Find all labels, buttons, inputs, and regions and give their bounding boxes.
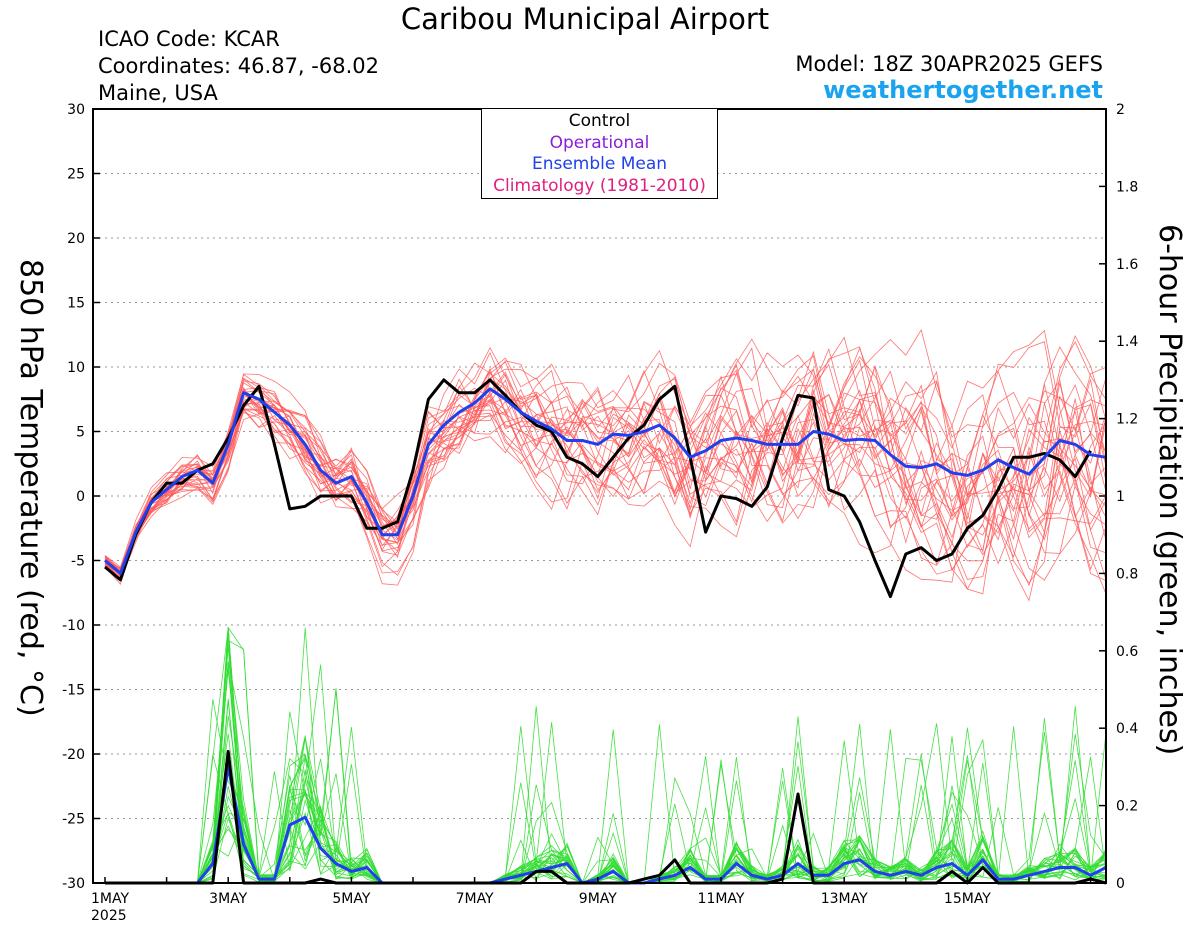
legend-control: Control [568, 111, 631, 131]
y-tick-label-right: 1.8 [1116, 179, 1138, 195]
y-axis-label-right: 6-hour Precipitation (green, inches) [1152, 224, 1187, 756]
legend-climatology: Climatology (1981-2010) [493, 175, 706, 196]
temperature-member-line [104, 363, 1107, 575]
coordinates: Coordinates: 46.87, -68.02 [98, 54, 379, 78]
legend: Control Operational Ensemble Mean Climat… [481, 108, 718, 199]
y-tick-label-left: -25 [62, 812, 85, 828]
x-tick-label: 3MAY [209, 891, 247, 907]
ensemble-mean-precip-line [105, 765, 1107, 885]
left-axis: -30 -25 -20 -15 -10 -5 0 5 10 15 20 25 30 [62, 102, 100, 892]
temperature-member-line [104, 350, 1107, 578]
icao-code: ICAO Code: KCAR [98, 27, 280, 51]
y-tick-label-left: -20 [62, 747, 85, 763]
y-tick-label-left: -10 [62, 618, 85, 634]
y-tick-label-left: 10 [67, 360, 85, 376]
precipitation-ensemble-members [105, 626, 1107, 884]
x-tick-label: 9MAY [579, 891, 617, 907]
y-tick-label-left: 0 [76, 489, 85, 505]
y-tick-label-left: -5 [71, 554, 85, 570]
x-tick-label: 13MAY [821, 891, 868, 907]
model-run: Model: 18Z 30APR2025 GEFS [795, 52, 1103, 76]
legend-operational: Operational [549, 132, 650, 153]
y-tick-label-right: 0.4 [1116, 721, 1138, 737]
x-tick-label: 7MAY [456, 891, 494, 907]
y-tick-label-left: 15 [67, 296, 85, 312]
temperature-member-line [104, 378, 1107, 602]
x-tick-label: 15MAY [944, 891, 991, 907]
y-tick-label-right: 0.6 [1116, 644, 1138, 660]
y-tick-label-right: 1.2 [1116, 412, 1138, 428]
legend-ensemble-mean: Ensemble Mean [531, 154, 668, 174]
temperature-member-line [104, 329, 1107, 577]
precipitation-member-line [105, 699, 1107, 884]
y-tick-label-left: 25 [67, 167, 85, 183]
y-tick-label-right: 1 [1116, 489, 1125, 505]
y-tick-label-right: 2 [1116, 102, 1125, 118]
temperature-member-line [104, 349, 1107, 581]
gridlines [93, 173, 1106, 819]
temperature-member-line [104, 347, 1107, 577]
control-temp-line [104, 378, 1092, 599]
region: Maine, USA [98, 81, 218, 105]
y-tick-label-right: 0.8 [1116, 566, 1138, 582]
y-axis-label-left: 850 hPa Temperature (red, °C) [13, 259, 48, 717]
y-tick-label-left: -30 [62, 876, 85, 892]
temperature-member-line [104, 372, 1107, 580]
ensemble-mean-temp-line [104, 387, 1107, 575]
y-tick-label-left: 20 [67, 231, 85, 247]
right-axis: 0 0.2 0.4 0.6 0.8 1 1.2 1.4 1.6 1.8 2 [1099, 102, 1138, 892]
y-tick-label-right: 0.2 [1116, 799, 1138, 815]
y-tick-label-right: 0 [1116, 876, 1125, 892]
y-tick-label-left: 5 [76, 425, 85, 441]
temperature-member-line [104, 387, 1107, 585]
precipitation-member-line [105, 661, 1107, 884]
y-tick-label-right: 1.4 [1116, 334, 1138, 350]
temperature-member-line [104, 366, 1107, 577]
y-tick-label-left: 30 [67, 102, 85, 118]
brand-link[interactable]: weathertogether.net [823, 76, 1103, 104]
chart-title: Caribou Municipal Airport [400, 2, 770, 36]
y-tick-label-right: 1.6 [1116, 257, 1138, 273]
temperature-member-line [104, 370, 1107, 586]
temperature-member-line [104, 363, 1107, 574]
x-tick-label: 11MAY [698, 891, 745, 907]
precipitation-member-line [105, 756, 1107, 884]
x-tick-label: 5MAY [332, 891, 370, 907]
y-tick-label-left: -15 [62, 683, 85, 699]
x-tick-label: 1MAY [91, 891, 129, 907]
x-tick-year: 2025 [91, 908, 127, 924]
